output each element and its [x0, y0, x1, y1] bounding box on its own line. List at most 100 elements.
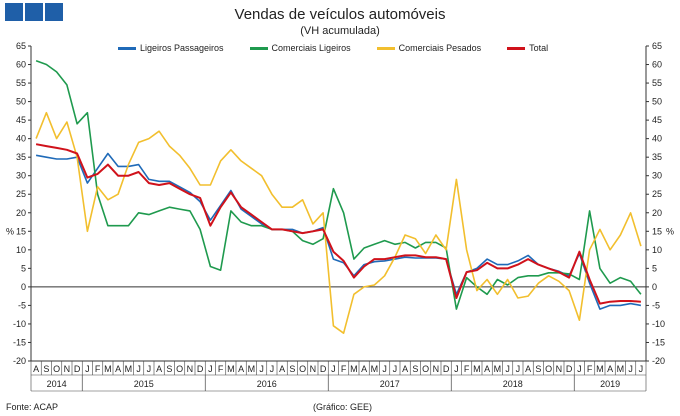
x-month-label: D	[320, 364, 327, 374]
y-tick-label-right: 60	[652, 60, 662, 70]
x-month-label: S	[412, 364, 418, 374]
x-month-label: F	[218, 364, 224, 374]
legend-label: Comerciais Ligeiros	[271, 43, 351, 53]
y-tick-label-right: 55	[652, 78, 662, 88]
x-month-label: J	[639, 364, 644, 374]
y-tick-label-left: -10	[13, 319, 26, 329]
y-axis-title-left: %	[6, 226, 14, 236]
x-month-label: O	[299, 364, 306, 374]
x-month-label: A	[115, 364, 121, 374]
x-month-label: J	[136, 364, 141, 374]
y-tick-label-right: 5	[652, 263, 657, 273]
x-month-label: O	[545, 364, 552, 374]
source-note: Fonte: ACAP	[6, 402, 59, 412]
x-month-label: F	[464, 364, 470, 374]
x-month-label: O	[53, 364, 60, 374]
x-month-label: A	[607, 364, 613, 374]
x-month-label: J	[147, 364, 152, 374]
x-month-label: J	[516, 364, 521, 374]
year-label: 2019	[600, 379, 620, 389]
series-line-total	[35, 143, 641, 305]
series-line-comerciais-ligeiros	[35, 60, 642, 310]
x-month-label: O	[422, 364, 429, 374]
legend-swatch	[118, 46, 136, 50]
x-month-label: M	[494, 364, 502, 374]
x-month-label: A	[402, 364, 408, 374]
y-tick-label-right: -15	[652, 337, 665, 347]
x-month-label: J	[393, 364, 398, 374]
legend-item-comerciais-pesados: Comerciais Pesados	[376, 43, 482, 53]
legend-label: Total	[529, 43, 549, 53]
x-month-label: F	[95, 364, 101, 374]
x-month-label: N	[556, 364, 563, 374]
logo-block-3	[45, 3, 63, 21]
x-month-label: J	[259, 364, 264, 374]
x-month-label: N	[187, 364, 194, 374]
y-tick-label-right: 20	[652, 208, 662, 218]
y-tick-label-right: 10	[652, 245, 662, 255]
chart-title: Vendas de veículos automóveis	[234, 6, 446, 23]
x-month-label: J	[270, 364, 275, 374]
x-month-label: D	[443, 364, 450, 374]
y-tick-label-right: 0	[652, 282, 657, 292]
y-tick-label-left: 10	[16, 245, 26, 255]
x-month-label: M	[350, 364, 358, 374]
x-month-label: A	[361, 364, 367, 374]
y-tick-label-left: 35	[16, 152, 26, 162]
legend-swatch	[507, 46, 526, 50]
x-month-label: S	[535, 364, 541, 374]
logo-block-1	[5, 3, 23, 21]
x-month-label: J	[382, 364, 387, 374]
y-tick-label-left: 40	[16, 134, 26, 144]
series-line-comerciais-pesados	[35, 111, 642, 335]
y-tick-label-left: 45	[16, 115, 26, 125]
x-month-label: F	[341, 364, 347, 374]
y-tick-label-right: 45	[652, 115, 662, 125]
y-tick-label-right: 15	[652, 226, 662, 236]
x-month-label: M	[596, 364, 604, 374]
y-tick-label-left: 50	[16, 97, 26, 107]
x-month-label: A	[33, 364, 39, 374]
x-month-label: D	[74, 364, 81, 374]
y-tick-label-left: 20	[16, 208, 26, 218]
x-month-label: S	[43, 364, 49, 374]
series-line-ligeiros-passageiros	[35, 152, 642, 310]
x-month-label: M	[248, 364, 256, 374]
y-tick-label-right: 40	[652, 134, 662, 144]
x-month-label: O	[176, 364, 183, 374]
legend-item-total: Total	[507, 43, 548, 53]
legend-swatch	[249, 46, 268, 50]
x-month-label: A	[238, 364, 244, 374]
x-month-label: M	[617, 364, 625, 374]
year-label: 2014	[47, 379, 67, 389]
y-tick-label-right: 25	[652, 189, 662, 199]
x-month-label: N	[64, 364, 71, 374]
legend-label: Ligeiros Passageiros	[140, 43, 224, 53]
chart-credit: (Gráfico: GEE)	[313, 402, 373, 412]
x-month-label: J	[577, 364, 582, 374]
x-month-label: M	[104, 364, 112, 374]
x-month-label: J	[628, 364, 633, 374]
legend: Ligeiros Passageiros Comerciais Ligeiros…	[118, 43, 574, 53]
x-month-label: J	[505, 364, 510, 374]
x-month-label: N	[310, 364, 317, 374]
x-month-label: S	[166, 364, 172, 374]
legend-label: Comerciais Pesados	[398, 43, 482, 53]
x-month-label: S	[289, 364, 295, 374]
x-month-label: F	[587, 364, 593, 374]
y-axis-title-right: %	[666, 226, 674, 236]
y-tick-label-left: 5	[21, 263, 26, 273]
x-month-label: M	[473, 364, 481, 374]
y-tick-label-left: 0	[21, 282, 26, 292]
year-label: 2016	[257, 379, 277, 389]
chart-subtitle: (VH acumulada)	[300, 25, 380, 37]
x-month-label: A	[279, 364, 285, 374]
y-tick-label-left: 25	[16, 189, 26, 199]
y-tick-label-right: -5	[652, 300, 660, 310]
year-label: 2018	[503, 379, 523, 389]
legend-swatch	[376, 46, 395, 50]
x-month-label: J	[208, 364, 213, 374]
legend-item-ligeiros-passageiros: Ligeiros Passageiros	[118, 43, 224, 53]
y-tick-label-left: 30	[16, 171, 26, 181]
